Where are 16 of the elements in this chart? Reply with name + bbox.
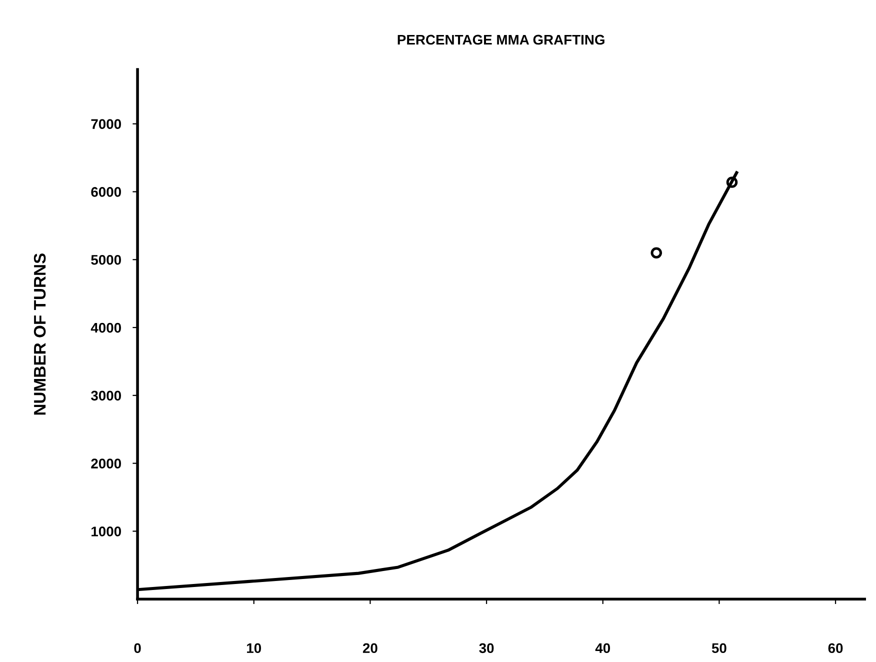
x-tick-label: 30 [479, 643, 494, 654]
x-tick-label: 50 [712, 643, 726, 654]
y-tick-label: 6000 [91, 187, 121, 197]
x-tick-label: 60 [828, 643, 843, 654]
chart-title: PERCENTAGE MMA GRAFTING [398, 34, 604, 45]
x-tick-label: 20 [362, 643, 378, 654]
y-tick-label: 1000 [92, 526, 121, 536]
y-axis-title: NUMBER OF TURNS [34, 253, 46, 415]
y-tick-label: 7000 [91, 119, 121, 129]
y-tick-label: 5000 [91, 254, 121, 265]
x-tick-label: 0 [134, 643, 141, 654]
y-tick-label: 2000 [91, 458, 121, 468]
y-tick-label: 3000 [90, 390, 121, 401]
y-tick-label: 4000 [90, 322, 121, 333]
x-tick-label: 10 [247, 643, 262, 654]
x-tick-label: 40 [595, 643, 610, 654]
